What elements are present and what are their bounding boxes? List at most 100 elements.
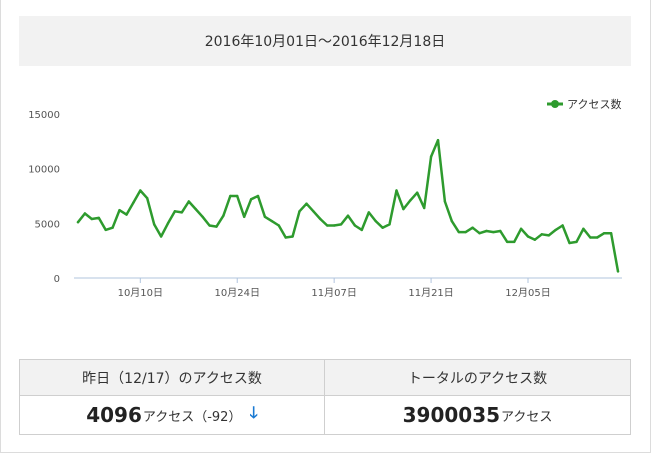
data-point [519, 227, 523, 230]
stats-table: 昨日（12/17）のアクセス数 トータルのアクセス数 4096 アクセス（-92… [19, 359, 631, 435]
yesterday-unit: アクセス（-92） [142, 409, 242, 425]
data-point [464, 230, 467, 234]
data-point [547, 234, 550, 237]
data-point [443, 200, 447, 203]
x-tick-label: 10月10日 [118, 287, 163, 299]
data-point [305, 202, 308, 205]
data-point [111, 226, 114, 229]
data-point [513, 240, 516, 244]
data-point [395, 189, 398, 192]
data-point [291, 235, 294, 238]
yesterday-header: 昨日（12/17）のアクセス数 [20, 360, 325, 396]
data-point [326, 224, 329, 227]
data-point [187, 200, 190, 203]
data-point [159, 235, 163, 238]
data-point [478, 232, 481, 235]
data-point [416, 191, 419, 194]
data-point [450, 219, 453, 223]
data-point [603, 232, 606, 235]
data-point [215, 225, 218, 228]
data-point [125, 213, 128, 216]
data-point [429, 155, 433, 158]
data-point [346, 214, 350, 217]
data-point [402, 207, 405, 211]
y-tick-label: 0 [54, 274, 60, 285]
total-cell: 3900035 アクセス [325, 396, 630, 434]
data-point [118, 209, 121, 212]
data-point [243, 215, 246, 218]
data-point [554, 228, 557, 232]
data-point [263, 215, 267, 218]
data-point [146, 197, 149, 200]
data-point [208, 224, 211, 227]
data-point [360, 228, 363, 232]
data-point [339, 223, 343, 226]
data-point [284, 236, 287, 239]
data-point [457, 230, 460, 234]
data-point [485, 229, 488, 233]
data-point [201, 215, 204, 218]
data-point [229, 194, 232, 198]
y-tick-label: 10000 [28, 165, 60, 176]
data-point [132, 201, 135, 204]
data-point [153, 223, 156, 226]
data-point [319, 217, 322, 221]
data-point [236, 194, 239, 198]
data-point [76, 221, 80, 224]
data-point [97, 216, 101, 220]
data-point [388, 223, 391, 226]
y-tick-label: 5000 [35, 219, 60, 230]
data-point [609, 232, 613, 235]
data-point [540, 233, 543, 236]
x-tick-label: 11月07日 [311, 287, 356, 299]
y-tick-label: 15000 [28, 110, 60, 121]
total-value: 3900035 [402, 403, 501, 427]
data-point [616, 270, 620, 273]
data-point [104, 228, 107, 232]
data-point [596, 236, 599, 239]
data-point [409, 199, 412, 202]
data-point [90, 217, 94, 221]
data-point [526, 235, 530, 238]
data-point [589, 236, 592, 239]
data-point [312, 210, 315, 213]
data-point [568, 241, 571, 245]
date-range-box: 2016年10月01日〜2016年12月18日 [19, 16, 631, 66]
data-point [270, 219, 273, 223]
date-range-label: 2016年10月01日〜2016年12月18日 [204, 34, 446, 50]
data-point [277, 224, 280, 227]
yesterday-value: 4096 [86, 403, 142, 427]
data-point [575, 240, 578, 244]
data-point [194, 207, 197, 211]
legend-label: アクセス数 [567, 98, 621, 111]
access-chart-svg: 0 5000 10000 15000 10月10日 10月24日 11月07日 11月21日 1… [28, 98, 622, 299]
total-header: トータルのアクセス数 [325, 360, 630, 396]
data-point [423, 206, 426, 210]
data-point [381, 226, 384, 229]
data-point [492, 230, 495, 234]
data-point [367, 211, 370, 214]
x-tick-label: 12月05日 [505, 287, 550, 299]
data-point [222, 214, 225, 217]
data-point [298, 210, 301, 213]
access-chart: 0 5000 10000 15000 10月10日 10月24日 11月07日 11月21日 1… [0, 80, 651, 310]
data-point [180, 211, 183, 214]
legend-marker [551, 100, 559, 108]
data-point [374, 219, 377, 223]
data-point [83, 212, 87, 215]
data-point [506, 240, 509, 244]
data-point [249, 198, 253, 201]
series-line [76, 138, 620, 273]
data-point [533, 238, 537, 241]
data-point [499, 229, 502, 233]
data-point [582, 227, 585, 230]
yesterday-cell: 4096 アクセス（-92） 🡓 [20, 396, 325, 434]
data-point [173, 210, 177, 213]
data-point [139, 189, 142, 192]
data-point [333, 224, 336, 227]
data-point [561, 224, 564, 227]
data-point [471, 226, 474, 229]
data-point [436, 139, 440, 142]
data-point [166, 222, 170, 225]
arrow-down-icon: 🡓 [249, 402, 258, 422]
